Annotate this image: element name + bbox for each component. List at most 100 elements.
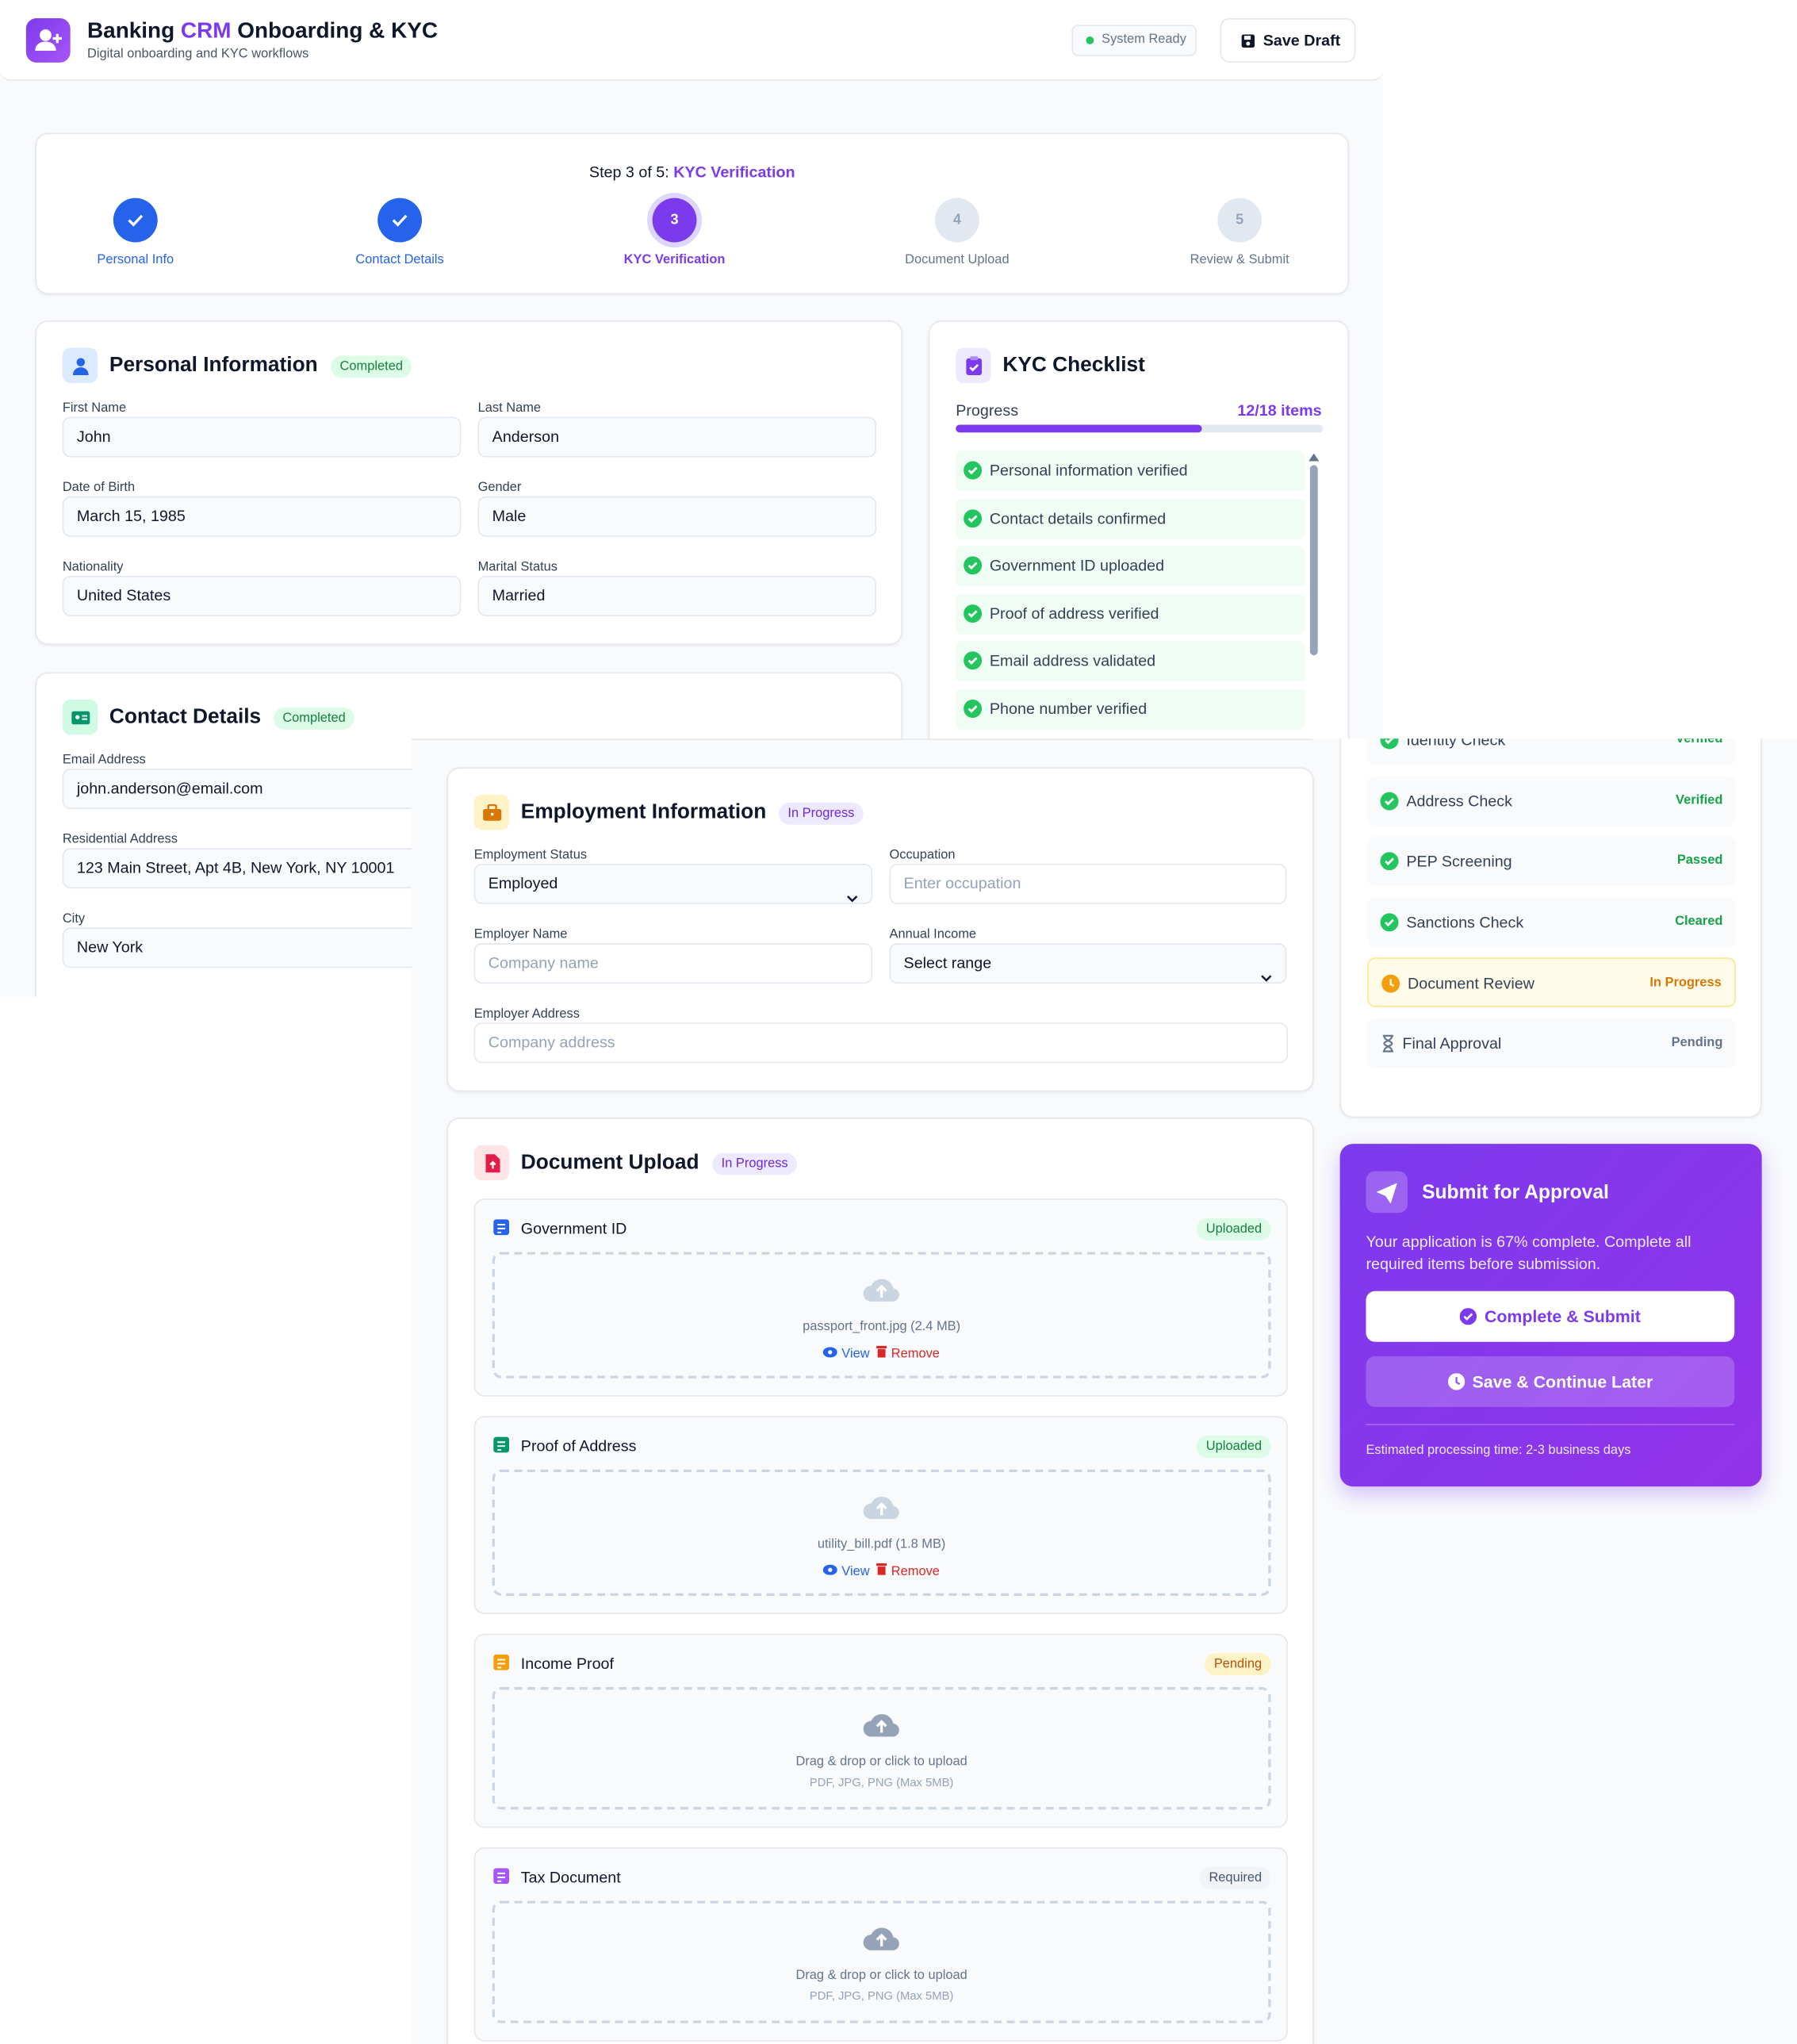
view-link[interactable]: View [823, 1564, 870, 1579]
document-badge: Pending [1205, 1653, 1271, 1676]
document-title: Government ID [520, 1219, 627, 1238]
check-icon [964, 461, 983, 485]
card-title: KYC Checklist [1002, 354, 1145, 377]
remove-link[interactable]: Remove [876, 1345, 940, 1362]
save-icon [1241, 34, 1255, 48]
section-icon [473, 794, 510, 830]
text-input[interactable]: United States [62, 575, 462, 616]
document-icon-graphic [493, 1219, 510, 1236]
checklist-text: Email address validated [989, 651, 1156, 670]
submit-footer: Estimated processing time: 2-3 business … [1366, 1443, 1631, 1458]
section-icon [62, 700, 98, 735]
app-subtitle: Digital onboarding and KYC workflows [87, 47, 309, 62]
complete-submit-button[interactable]: Complete & Submit [1366, 1290, 1735, 1342]
plane-icon [1376, 1183, 1397, 1204]
status-badge: Completed [331, 355, 412, 378]
status-icon [1380, 791, 1399, 816]
cloud-icon-graphic [863, 1496, 899, 1520]
check [392, 214, 408, 227]
link-text: Remove [891, 1347, 940, 1362]
document-card: Document Upload In Progress Government ID U… [446, 1118, 1314, 2044]
text-input[interactable]: Enter occupation [889, 863, 1287, 904]
field-label: Nationality [62, 560, 124, 575]
upload-hint: Drag & drop or click to upload [795, 1754, 967, 1770]
step-label: Contact Details [355, 252, 444, 267]
check-icon-graphic [964, 461, 983, 480]
verification-label: Document Review [1408, 974, 1535, 993]
upload-formats: PDF, JPG, PNG (Max 5MB) [809, 1775, 954, 1789]
checklist-item: Contact details confirmed [956, 498, 1305, 539]
document-item: Tax Document Required Drag & drop or click… [473, 1847, 1288, 2042]
status-icon [1380, 852, 1399, 876]
trash-icon [876, 1563, 887, 1575]
text-input[interactable]: Anderson [477, 416, 877, 458]
upload-hint: Drag & drop or click to upload [795, 1968, 967, 1983]
link-text: View [841, 1564, 870, 1579]
check-icon [964, 556, 983, 581]
cloud-icon-graphic [863, 1279, 899, 1302]
select-input[interactable]: Employed [473, 863, 873, 904]
chevron [846, 880, 858, 903]
button-text: Save Draft [1262, 31, 1341, 50]
document-icon-graphic [493, 1654, 510, 1670]
title-text: Onboarding & KYC [231, 17, 439, 44]
kyc-checklist-card: KYC Checklist Progress 12/18 items Perso… [928, 320, 1350, 790]
check-icon-graphic [964, 508, 983, 527]
verification-status: Passed [1676, 853, 1723, 868]
text-input[interactable]: Company address [473, 1022, 1288, 1064]
verification-card: Identity Check Verified Address Check Verif… [1339, 738, 1762, 1118]
remove-link[interactable]: Remove [876, 1563, 940, 1579]
text-input[interactable]: March 15, 1985 [62, 496, 462, 537]
save-draft-button[interactable]: Save Draft [1220, 17, 1356, 63]
dropzone[interactable]: Drag & drop or click to upload PDF, JPG, … [492, 1900, 1271, 2023]
top-bar: Banking CRM Onboarding & KYC Digital onb… [0, 0, 1383, 81]
submit-icon [1366, 1171, 1408, 1214]
dropzone[interactable]: Drag & drop or click to upload PDF, JPG, … [492, 1687, 1271, 1810]
text-input[interactable]: Married [477, 575, 877, 616]
save-later-button[interactable]: Save & Continue Later [1366, 1356, 1735, 1407]
step-current: KYC Verification [673, 163, 795, 182]
link-text: View [841, 1347, 870, 1362]
employment-card: Employment Information In Progress Employm… [446, 767, 1314, 1092]
clock-icon [1447, 1373, 1465, 1390]
submit-text: Your application is 67% complete. Comple… [1366, 1232, 1692, 1273]
text-input[interactable]: Company name [473, 943, 873, 984]
select-input[interactable]: Select range [889, 943, 1287, 984]
checklist-text: Government ID uploaded [989, 556, 1165, 575]
eye-icon [823, 1347, 838, 1358]
button-text: Complete & Submit [1484, 1306, 1641, 1327]
scroll-arrow [1308, 453, 1320, 462]
verification-row: PEP Screening Passed [1367, 836, 1736, 886]
text-input[interactable]: Male [477, 496, 877, 537]
file-name: utility_bill.pdf (1.8 MB) [817, 1537, 946, 1552]
card-title: Contact Details [109, 706, 262, 729]
dropzone[interactable]: passport_front.jpg (2.4 MB) View Remove [492, 1252, 1271, 1379]
checklist-item: Email address validated [956, 641, 1305, 682]
app-logo [25, 17, 71, 63]
card-title: Document Upload [520, 1151, 699, 1174]
view-link[interactable]: View [823, 1347, 870, 1362]
verification-label: Final Approval [1402, 1034, 1502, 1053]
status-icon [1381, 1034, 1394, 1058]
logo-icon [35, 29, 62, 52]
section-icon [62, 347, 98, 383]
field-label: Date of Birth [62, 481, 136, 496]
submit-title: Submit for Approval [1422, 1181, 1609, 1204]
verification-status: Verified [1676, 738, 1723, 747]
text-input[interactable]: John [62, 416, 462, 458]
link-text: Remove [891, 1564, 940, 1579]
section-icon-graphic [71, 710, 90, 724]
field-label: Employer Address [473, 1007, 580, 1022]
progress-label: Progress [956, 401, 1019, 420]
field-label: Occupation [889, 848, 956, 863]
file-actions: View Remove [495, 1345, 1268, 1362]
verification-status: Verified [1676, 792, 1723, 807]
card-title: Employment Information [520, 801, 767, 824]
checklist-item: Government ID uploaded [956, 546, 1305, 587]
dropzone[interactable]: utility_bill.pdf (1.8 MB) View Remove [492, 1469, 1271, 1597]
app-title: Banking CRM Onboarding & KYC [87, 18, 438, 44]
progress-track [956, 424, 1324, 433]
checklist-item: Proof of address verified [956, 593, 1305, 635]
